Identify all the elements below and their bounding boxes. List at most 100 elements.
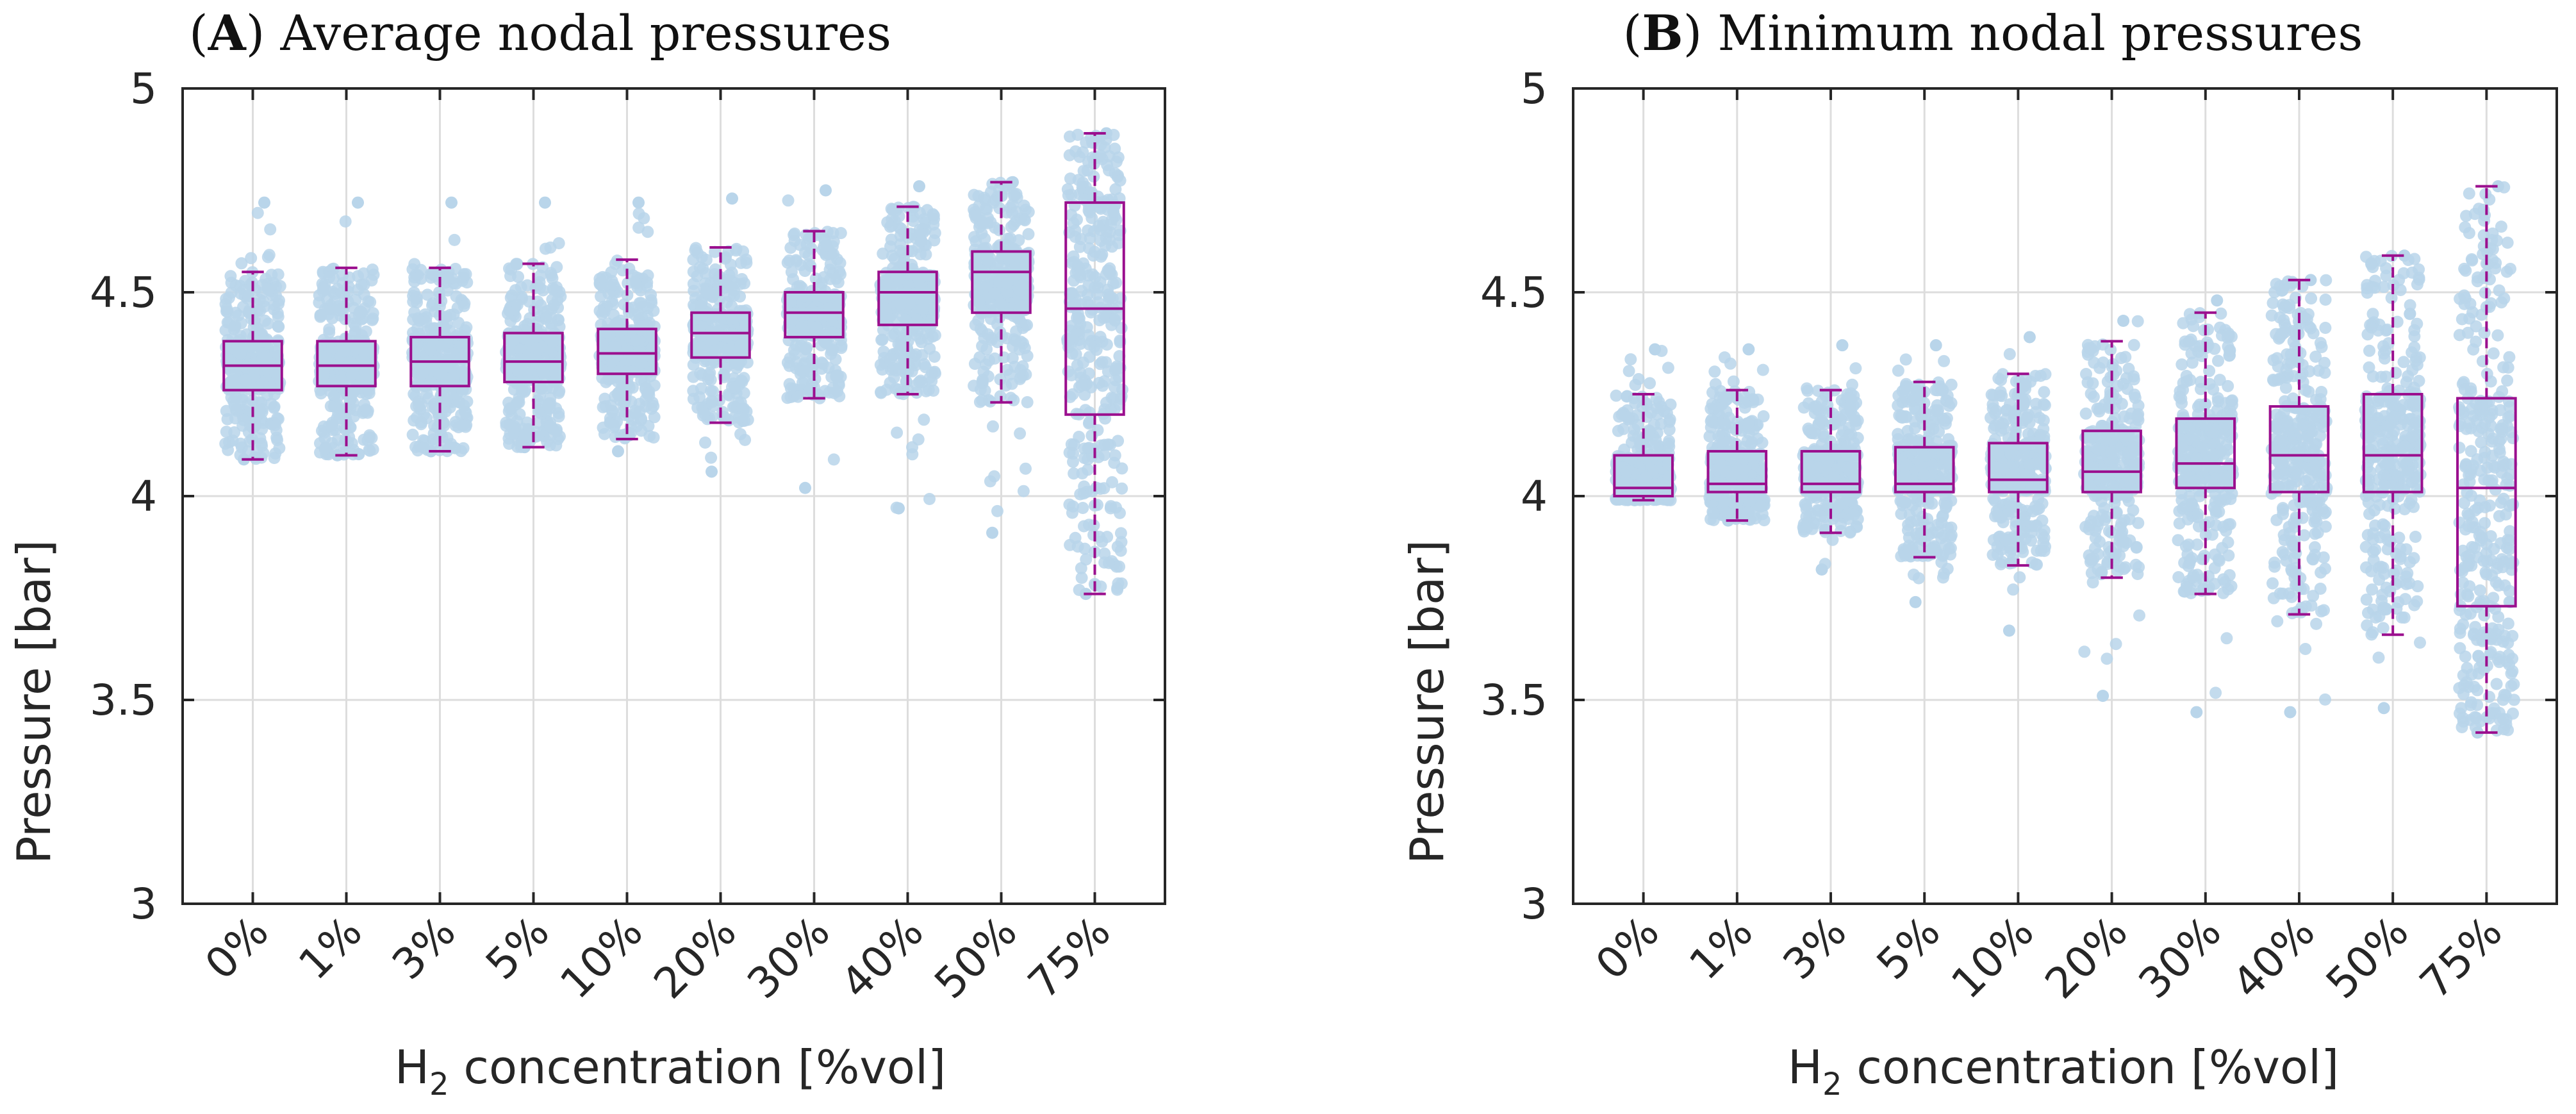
panel-a-xtick-label: 5% — [476, 907, 558, 989]
panel-a-scatter-point — [1104, 219, 1117, 231]
panel-a-scatter-point — [443, 348, 456, 361]
panel-a-scatter-point — [347, 386, 359, 399]
panel-a-scatter-point — [1083, 367, 1095, 380]
panel-a-scatter-point — [1074, 488, 1087, 501]
panel-b-scatter-point — [1847, 508, 1860, 521]
panel-a-x-axis-label: H2 concentration [%vol] — [395, 1040, 946, 1102]
panel-a-scatter-point — [424, 322, 437, 335]
panel-b-scatter-point — [1705, 413, 1718, 426]
panel-a-scatter-point — [1114, 527, 1127, 540]
panel-a-scatter-point — [417, 366, 429, 379]
panel-a-scatter-point — [1008, 188, 1021, 201]
panel-a-scatter-point — [738, 277, 751, 290]
panel-a-scatter-point — [327, 390, 340, 403]
panel-a-scatter-point — [272, 413, 285, 426]
panel-a-scatter-point — [805, 367, 818, 380]
panel-a-xtick-label: 30% — [738, 907, 839, 1008]
panel-a-scatter-point — [928, 304, 940, 317]
panel-a-scatter-point — [894, 229, 907, 242]
panel-a-scatter-point — [268, 401, 281, 414]
panel-a-scatter-point — [332, 300, 345, 313]
panel-a-scatter-point — [1080, 553, 1093, 566]
panel-b-scatter-point — [1610, 389, 1622, 402]
panel-a-scatter-point — [644, 370, 657, 383]
panel-a-scatter-point — [974, 264, 987, 276]
panel-a-scatter-point — [252, 396, 265, 408]
panel-a-scatter-point — [452, 328, 465, 341]
panel-b-scatter-point — [1644, 377, 1656, 390]
panel-a-scatter-point — [894, 244, 907, 257]
panel-a-scatter-point — [519, 431, 532, 444]
panel-a-scatter-point — [1005, 378, 1018, 390]
panel-a-scatter-point — [615, 324, 627, 337]
panel-a-scatter-point — [1075, 572, 1088, 584]
panel-a-scatter-point — [809, 272, 822, 285]
panel-a-scatter-point — [1020, 462, 1032, 475]
panel-a-scatter-point — [542, 399, 555, 412]
panel-b-scatter-point — [1912, 572, 1925, 585]
panel-a-scatter-point — [725, 381, 738, 394]
panel-a-scatter-point — [1001, 277, 1013, 290]
panel-b-scatter-point — [1731, 463, 1744, 476]
panel-a-xtick-label: 10% — [551, 907, 652, 1008]
panel-b-scatter-point — [1899, 353, 1912, 366]
panel-a-scatter-point — [1112, 435, 1125, 447]
panel-a-scatter-point-max — [726, 192, 738, 205]
panel-a-scatter-point — [630, 277, 642, 290]
panel-b-scatter-point — [1919, 449, 1931, 462]
panel-b-scatter-point — [1835, 525, 1847, 537]
panel-a-ytick-label: 5 — [130, 64, 157, 113]
panel-a-scatter-point-max — [913, 180, 925, 193]
panel-a-scatter-point-max — [539, 196, 551, 209]
panel-a-scatter-point — [367, 312, 379, 325]
panel-a-scatter-point-min — [799, 481, 811, 494]
panel-a-scatter-point — [1110, 155, 1123, 168]
panel-a-scatter-point — [881, 216, 894, 229]
panel-a-scatter-point — [271, 307, 284, 320]
panel-a-scatter-point — [720, 296, 733, 308]
panel-a-scatter-point — [338, 345, 351, 358]
panel-a-scatter-point — [1074, 269, 1087, 281]
panel-a-scatter-point — [1082, 279, 1095, 292]
panel-a-scatter-point — [609, 341, 622, 354]
panel-a-scatter-point — [1114, 506, 1126, 519]
panel-a-scatter-point — [265, 269, 278, 281]
panel-b-scatter-point — [1844, 495, 1856, 507]
panel-a-scatter-point — [323, 326, 336, 339]
panel-a-scatter-point — [442, 272, 454, 285]
panel-a-scatter-point-max — [352, 196, 364, 209]
panel-a-scatter-point — [534, 325, 547, 338]
panel-b-scatter-point — [1757, 410, 1770, 422]
panel-a-scatter-point — [534, 281, 547, 294]
panel-b-scatter-point — [1938, 354, 1951, 367]
panel-a-scatter-point — [351, 342, 363, 354]
panel-a-scatter-point — [906, 441, 918, 454]
panel-b-scatter-point-max — [1929, 339, 1942, 352]
panel-a-scatter-point — [824, 272, 837, 285]
panel-b-scatter-point — [1927, 544, 1940, 556]
panel-a-scatter-point — [324, 400, 337, 413]
panel-a-scatter-point — [1103, 291, 1116, 304]
panel-a-scatter-point — [541, 435, 554, 448]
panel-a-scatter-point — [361, 434, 374, 447]
panel-a-scatter-points — [219, 127, 1128, 601]
panel-a-scatter-point — [1101, 531, 1114, 544]
panel-a-scatter-point — [260, 352, 273, 365]
panel-b-scatter-point — [1758, 514, 1771, 527]
panel-a-xtick-label: 3% — [383, 907, 465, 989]
panel-a-scatter-point — [219, 437, 232, 450]
panel-a-scatter-point — [424, 344, 437, 356]
panel-b-scatter-point — [1896, 385, 1909, 397]
panel-a-scatter-point — [235, 441, 248, 454]
panel-a-scatter-point — [606, 405, 619, 418]
panel-b-scatter-point — [1849, 415, 1862, 428]
panel-a-scatter-point — [222, 292, 235, 304]
panel-a-scatter-point — [415, 263, 427, 276]
panel-a-scatter-point — [421, 288, 434, 301]
panel-a-scatter-point — [441, 431, 454, 444]
panel-b-scatter-point — [1916, 510, 1929, 523]
panel-a-scatter-point — [791, 390, 804, 403]
panel-a-scatter-point — [597, 421, 609, 434]
panel-a-scatter-point — [1111, 581, 1124, 594]
panel-a-scatter-point — [880, 383, 893, 396]
